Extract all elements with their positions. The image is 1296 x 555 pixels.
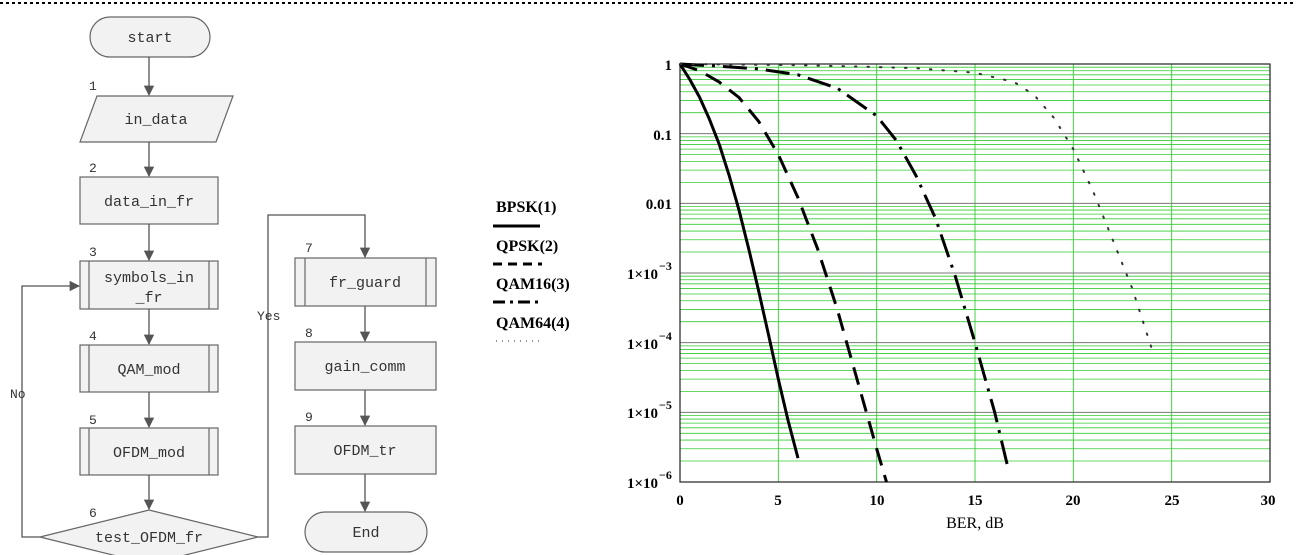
step-number-1: 1 xyxy=(89,79,97,94)
series-line-qpsk2 xyxy=(679,62,888,483)
y-tick-label: 1×10 xyxy=(627,267,658,283)
ofdm-mod-node xyxy=(79,427,219,476)
legend-label-bpsk: BPSK(1) xyxy=(496,199,556,216)
ofdm-tr-node xyxy=(294,425,437,475)
qam-mod-label: QAM_mod xyxy=(117,362,180,379)
symbols-in-fr-node xyxy=(79,260,219,310)
y-tick-exponent: −5 xyxy=(659,398,672,412)
start-node xyxy=(89,16,211,58)
in-data-label: in_data xyxy=(124,112,187,129)
legend-label-qam16: QAM16(3) xyxy=(496,276,570,293)
data-in-fr-label: data_in_fr xyxy=(104,194,194,211)
y-tick-label: 1×10 xyxy=(627,476,658,492)
ofdm-mod-label: OFDM_mod xyxy=(113,445,185,462)
step-number-7: 7 xyxy=(305,241,313,256)
y-tick-label: 1×10 xyxy=(627,337,658,353)
x-tick-label: 20 xyxy=(1066,493,1081,509)
y-tick-label: 1×10 xyxy=(627,406,658,422)
x-tick-label: 10 xyxy=(870,493,885,509)
step-number-8: 8 xyxy=(305,326,313,341)
gain-comm-node xyxy=(294,341,437,391)
series-line-bpsk1 xyxy=(678,63,800,459)
x-tick-label: 15 xyxy=(968,493,983,509)
y-tick-exponent: −4 xyxy=(659,329,672,343)
gain-comm-label: gain_comm xyxy=(324,359,405,376)
y-tick-label: 0.01 xyxy=(646,197,672,213)
data-in-fr-node xyxy=(79,176,219,225)
x-tick-label: 30 xyxy=(1261,493,1276,509)
x-tick-labels: 0 5 10 15 20 25 30 xyxy=(676,493,1275,509)
no-label: No xyxy=(10,387,26,402)
legend-label-qpsk: QPSK(2) xyxy=(496,238,558,255)
step-number-3: 3 xyxy=(89,245,97,260)
flowchart xyxy=(39,16,437,555)
fr-guard-node xyxy=(294,257,437,307)
y-tick-exponent: −3 xyxy=(659,259,672,273)
ber-chart: 1 0.1 0.01 1×10 −3 1×10 −4 1×10 −5 1×10 … xyxy=(493,58,1276,532)
flowchart-connectors xyxy=(21,57,371,538)
y-tick-label: 0.1 xyxy=(653,128,672,144)
x-tick-label: 5 xyxy=(774,493,782,509)
flowchart-labels: start in_data data_in_fr symbols_in _fr … xyxy=(10,30,406,547)
step-number-6: 6 xyxy=(89,506,97,521)
in-data-node xyxy=(79,95,234,143)
end-label: End xyxy=(352,525,379,542)
plot-frame xyxy=(679,63,1271,483)
test-ofdm-fr-label: test_OFDM_fr xyxy=(95,530,203,547)
step-number-2: 2 xyxy=(89,161,97,176)
symbols-in-fr-label-line1: symbols_in xyxy=(104,270,194,287)
y-tick-exponent: −6 xyxy=(659,468,672,482)
symbols-in-fr-label-line2: _fr xyxy=(134,290,162,307)
series-line-qam163 xyxy=(679,62,1010,471)
x-axis-label: BER, dB xyxy=(946,515,1004,532)
y-tick-label: 1 xyxy=(665,58,673,74)
x-tick-label: 0 xyxy=(676,493,684,509)
series-layer xyxy=(678,62,1153,483)
legend-label-qam64: QAM64(4) xyxy=(496,315,570,332)
yes-label: Yes xyxy=(257,309,280,324)
step-number-5: 5 xyxy=(89,413,97,428)
start-label: start xyxy=(127,30,172,47)
y-tick-labels: 1 0.1 0.01 1×10 −3 1×10 −4 1×10 −5 1×10 … xyxy=(627,58,672,492)
fr-guard-label: fr_guard xyxy=(329,275,401,292)
step-number-4: 4 xyxy=(89,329,97,344)
yes-branch-connector xyxy=(258,214,371,538)
step-number-9: 9 xyxy=(305,410,313,425)
legend: BPSK(1) QPSK(2) QAM16(3) QAM64(4) xyxy=(493,199,570,342)
x-tick-label: 25 xyxy=(1165,493,1180,509)
no-loop-connector xyxy=(21,280,81,538)
ofdm-tr-label: OFDM_tr xyxy=(333,443,396,460)
